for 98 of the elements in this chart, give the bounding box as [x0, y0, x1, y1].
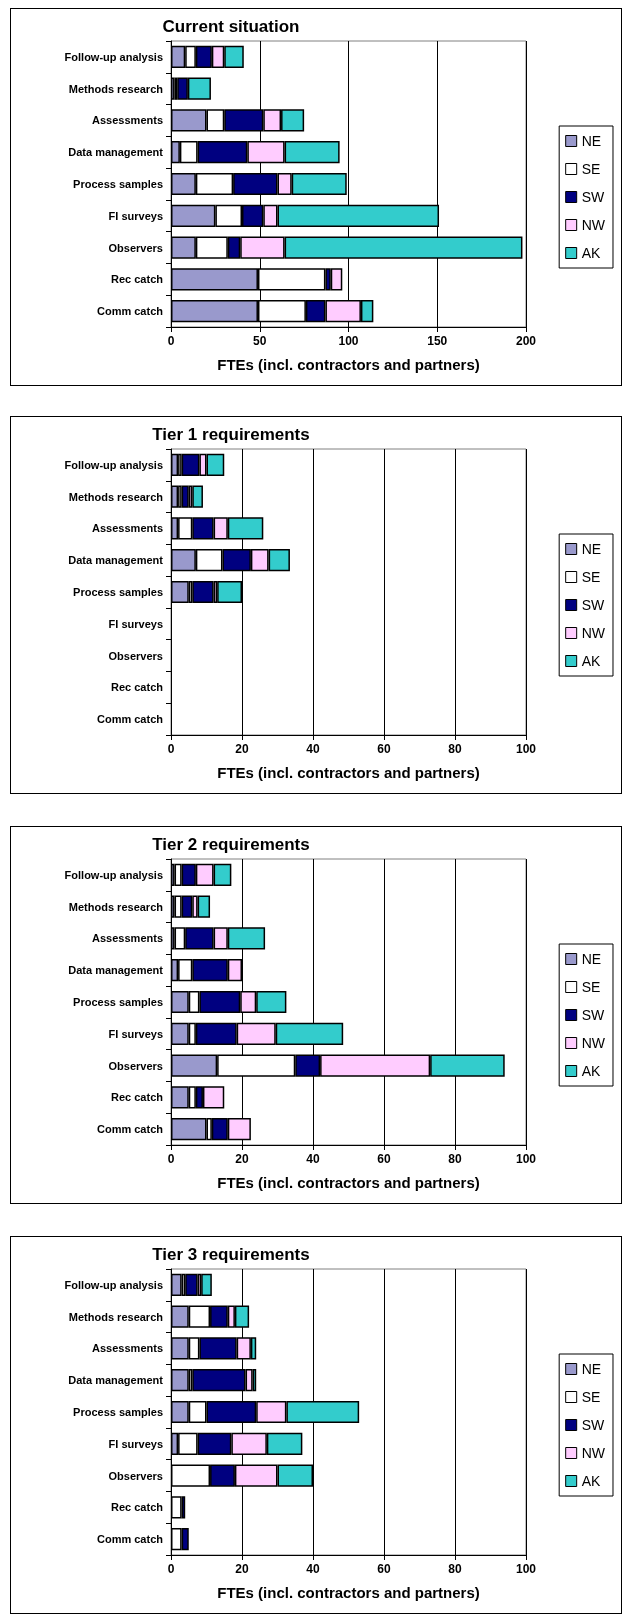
y-tick-label: Comm catch	[96, 1123, 164, 1136]
x-tick-label: 20	[235, 742, 249, 756]
x-tick-label: 0	[167, 742, 175, 756]
legend-label: NW	[581, 217, 606, 233]
y-tick-label: Comm catch	[96, 713, 164, 726]
legend-label: SW	[581, 1007, 606, 1023]
y-tick-label: Assessments	[92, 1342, 163, 1355]
y-tick-label: Observers	[108, 1469, 163, 1482]
y-tick-label: Methods research	[68, 900, 164, 913]
y-tick-label: Assessments	[92, 522, 163, 535]
x-tick-label: 40	[306, 1562, 320, 1576]
bar	[171, 453, 179, 477]
x-tick-label: 60	[377, 1152, 391, 1166]
x-tick-label: 0	[167, 1152, 175, 1166]
legend-label: NW	[581, 1035, 606, 1051]
y-tick-label: Follow-up analysis	[64, 50, 163, 63]
y-tick-label: Data management	[68, 554, 164, 567]
x-tick-label: 200	[515, 334, 537, 348]
chart-title: Tier 2 requirements	[152, 835, 310, 854]
legend-label: AK	[581, 245, 602, 261]
y-tick-label: Methods research	[68, 82, 164, 95]
y-tick-label: Process samples	[73, 996, 163, 1008]
chart-title: Tier 3 requirements	[152, 1245, 310, 1264]
bar	[171, 1273, 182, 1297]
legend-label: SW	[581, 189, 606, 205]
x-axis-title: FTEs (incl. contractors and partners)	[217, 1584, 480, 1601]
legend-label: SW	[581, 597, 606, 613]
y-tick-label: Data management	[68, 1374, 164, 1387]
y-tick-label: FI surveys	[108, 1437, 163, 1450]
bar	[185, 1273, 198, 1297]
y-tick-label: Rec catch	[111, 273, 164, 286]
bar	[201, 1273, 212, 1297]
x-tick-label: 40	[306, 742, 320, 756]
bar	[192, 580, 214, 604]
legend-label: SE	[581, 1389, 601, 1405]
x-tick-label: 0	[167, 334, 175, 348]
legend-label: SE	[581, 979, 601, 995]
legend-label: NE	[581, 541, 602, 557]
x-tick-label: 20	[235, 1152, 249, 1166]
y-tick-label: Observers	[108, 1059, 163, 1072]
x-tick-label: 80	[448, 742, 462, 756]
x-axis-title: FTEs (incl. contractors and partners)	[217, 764, 480, 781]
x-tick-label: 60	[377, 742, 391, 756]
y-tick-label: Comm catch	[96, 1533, 164, 1546]
x-tick-label: 40	[306, 1152, 320, 1166]
chart-title: Tier 1 requirements	[152, 425, 310, 444]
chart-title: Current situation	[162, 17, 300, 36]
legend-label: SE	[581, 161, 601, 177]
x-tick-label: 100	[515, 1152, 537, 1166]
legend-label: NE	[581, 133, 602, 149]
legend-label: SE	[581, 569, 601, 585]
x-tick-label: 100	[338, 334, 359, 348]
y-tick-label: Rec catch	[111, 1501, 164, 1514]
y-tick-label: FI surveys	[108, 1027, 163, 1040]
y-tick-label: Assessments	[92, 114, 163, 127]
y-tick-label: FI surveys	[108, 209, 163, 222]
y-tick-label: Methods research	[68, 490, 164, 503]
legend-label: NE	[581, 1361, 602, 1377]
y-tick-label: Observers	[108, 241, 163, 254]
x-tick-label: 60	[377, 1562, 391, 1576]
legend-label: NW	[581, 625, 606, 641]
y-tick-label: Assessments	[92, 932, 163, 945]
y-tick-label: Data management	[68, 964, 164, 977]
legend-label: SW	[581, 1417, 606, 1433]
y-tick-label: Follow-up analysis	[64, 868, 163, 881]
legend-label: AK	[581, 1473, 602, 1489]
y-tick-label: Rec catch	[111, 1091, 164, 1104]
x-tick-label: 80	[448, 1152, 462, 1166]
x-tick-label: 100	[515, 742, 537, 756]
x-tick-label: 20	[235, 1562, 249, 1576]
y-tick-label: Comm catch	[96, 305, 164, 318]
bar	[171, 580, 189, 604]
legend-label: NE	[581, 951, 602, 967]
y-tick-label: Process samples	[73, 178, 163, 190]
bar	[171, 485, 179, 508]
legend-label: NW	[581, 1445, 606, 1461]
bar	[192, 485, 203, 508]
y-tick-label: FI surveys	[108, 617, 163, 630]
y-tick-label: Process samples	[73, 1406, 163, 1418]
bar	[181, 485, 189, 508]
x-tick-label: 80	[448, 1562, 462, 1576]
x-tick-label: 150	[427, 334, 448, 348]
y-tick-label: Methods research	[68, 1310, 164, 1323]
bar	[171, 1369, 189, 1392]
y-tick-label: Rec catch	[111, 681, 164, 694]
y-tick-label: Observers	[108, 649, 163, 662]
y-tick-label: Data management	[68, 146, 164, 159]
legend-label: AK	[581, 653, 602, 669]
y-tick-label: Process samples	[73, 586, 163, 598]
x-axis-title: FTEs (incl. contractors and partners)	[217, 356, 480, 373]
legend-label: AK	[581, 1063, 602, 1079]
x-tick-label: 50	[253, 334, 267, 348]
bar	[171, 1496, 182, 1519]
x-tick-label: 100	[515, 1562, 537, 1576]
y-tick-label: Follow-up analysis	[64, 458, 163, 471]
x-tick-label: 0	[167, 1562, 175, 1576]
y-tick-label: Follow-up analysis	[64, 1278, 163, 1291]
x-axis-title: FTEs (incl. contractors and partners)	[217, 1174, 480, 1191]
